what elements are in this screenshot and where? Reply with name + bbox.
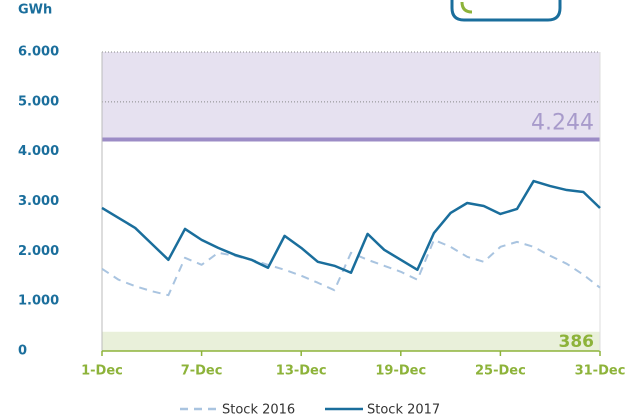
y-tick-label: 6.000 [18,45,59,60]
band-label: 4.244 [531,111,594,136]
y-tick-label: 5.000 [18,94,59,109]
logo [450,0,562,22]
legend-label: Stock 2016 [222,403,295,418]
y-tick-label: 4.000 [18,144,59,159]
logo-arc [460,1,473,14]
y-tick-label: 3.000 [18,194,59,209]
x-tick-label: 1-Dec [81,364,123,379]
series-line [101,179,601,275]
x-tick-label: 19-Dec [375,364,426,379]
legend-label: Stock 2017 [367,403,440,418]
y-tick-label: 1.000 [18,294,59,309]
band [102,52,600,140]
x-tick-label: 13-Dec [276,364,327,379]
band [102,331,600,351]
y-tick-label: 2.000 [18,244,59,259]
band-label: 386 [559,332,595,352]
y-tick-label: 0 [18,344,27,359]
x-tick-label: 25-Dec [475,364,526,379]
series-line [101,238,601,297]
y-unit: GWh [18,3,52,18]
x-tick-label: 7-Dec [181,364,223,379]
x-tick-label: 31-Dec [575,364,626,379]
